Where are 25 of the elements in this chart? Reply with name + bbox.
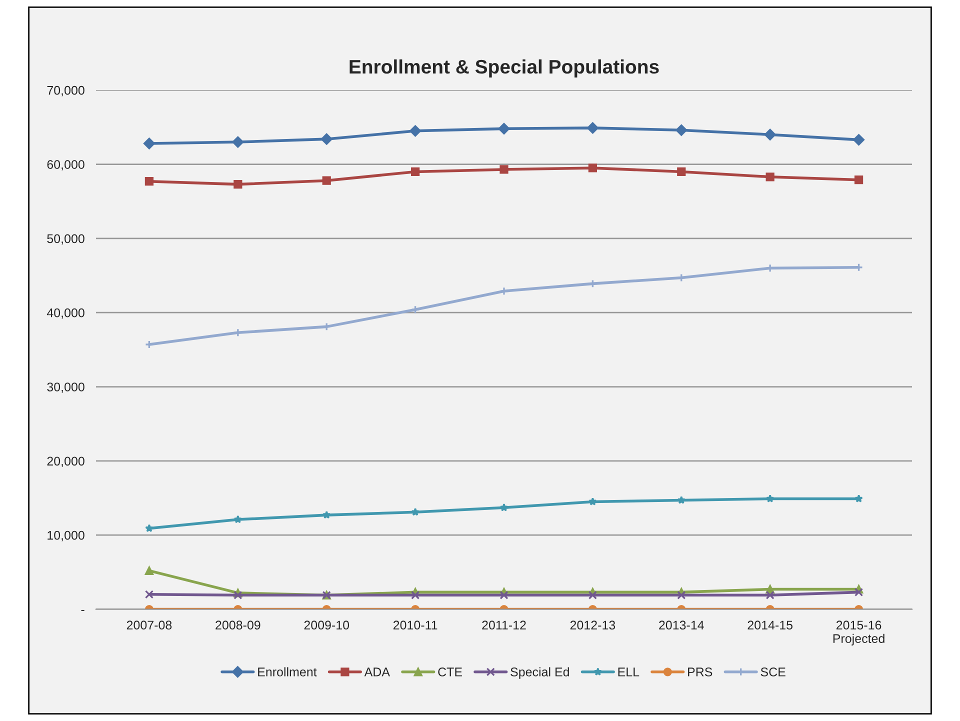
x-tick-label: 2008-09 xyxy=(216,620,260,630)
legend-label: Special Ed xyxy=(510,667,569,679)
x-tick-label: 2012-13 xyxy=(570,620,616,630)
y-tick-label: 60,000 xyxy=(47,160,84,170)
x-tick-label: 2009-10 xyxy=(304,620,350,630)
x-tick-label: 2011-12 xyxy=(482,620,526,630)
x-tick-label: 2014-15 xyxy=(748,620,792,630)
x-tick-label: 2010-11 xyxy=(393,620,438,630)
y-tick-label: - xyxy=(81,610,84,611)
y-tick-label: 40,000 xyxy=(46,308,84,319)
legend-label: ELL xyxy=(618,668,640,676)
chart-title: Enrollment & Special Populations xyxy=(350,59,659,78)
x-tick-label: 2013-14 xyxy=(659,620,704,630)
legend-label: CTE xyxy=(438,668,462,676)
y-tick-label: 70,000 xyxy=(47,86,84,96)
x-tick-label: 2007-08 xyxy=(126,620,172,630)
y-tick-label: 30,000 xyxy=(47,382,84,393)
legend-label: ADA xyxy=(364,668,390,676)
legend-label: PRS xyxy=(688,668,712,676)
x-tick-label: 2015-16 Projected xyxy=(833,620,884,646)
y-tick-label: 20,000 xyxy=(47,456,84,468)
y-tick-label: 50,000 xyxy=(47,234,84,245)
legend-label: Enrollment xyxy=(258,667,317,676)
legend-label: SCE xyxy=(760,668,786,676)
y-tick-label: 10,000 xyxy=(48,530,84,542)
